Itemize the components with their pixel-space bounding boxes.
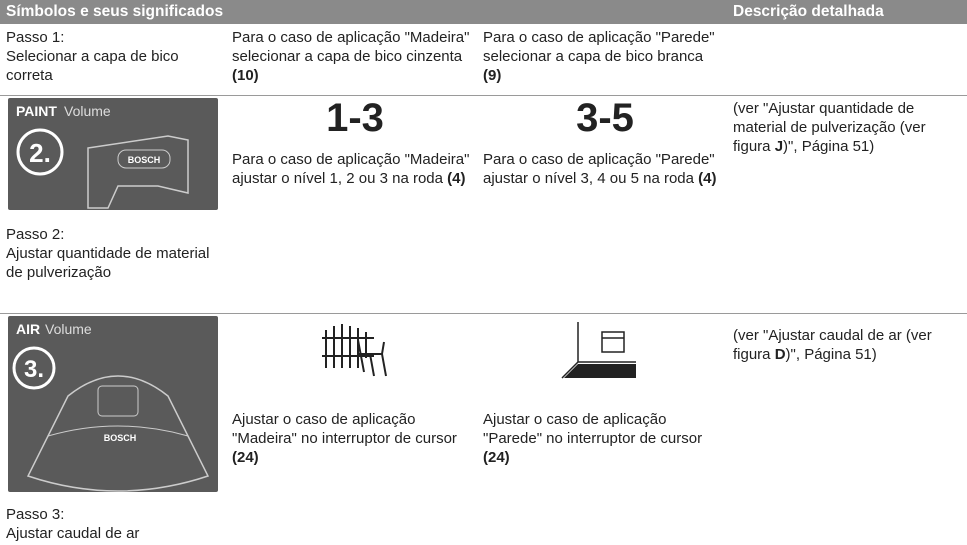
cell: Para o caso de aplicação "Parede" seleci… (483, 28, 718, 85)
step: Passo 1: Selecionar a capa de bico corret… (6, 28, 216, 85)
cell-text: Ajustar o caso de aplicação "Parede" no … (483, 411, 703, 447)
paint-volume-image: PAINT Volume 2. BOSCH (8, 98, 218, 210)
step-text: Ajustar quantidade de material de pulver… (6, 245, 210, 281)
air-volume-image: AIR Volume 3. BOSCH (8, 316, 218, 492)
step: Passo 2: Ajustar quantidade de material d… (6, 225, 216, 282)
table-header: Símbolos e seus significados Descrição d… (0, 0, 967, 24)
ref: (24) (483, 449, 510, 466)
step-label: Passo 2: (6, 226, 65, 243)
fence-chair-icon (322, 324, 387, 377)
logo: BOSCH (128, 155, 161, 165)
step-number: 3. (24, 356, 44, 383)
cell: Para o caso de aplicação "Madeira" ajust… (232, 150, 472, 188)
ref: (4) (698, 170, 717, 187)
step-label: Passo 1: (6, 29, 65, 46)
header-detail: Descrição detalhada (733, 3, 884, 20)
ref: (10) (232, 67, 259, 84)
logo: BOSCH (104, 433, 137, 443)
step-text: Ajustar caudal de ar (6, 525, 140, 542)
cell-text: Ajustar o caso de aplicação "Madeira" no… (232, 411, 457, 447)
detail: (ver "Ajustar quantidade de material de … (733, 99, 965, 156)
step-number: 2. (29, 138, 51, 168)
figure-ref: J (774, 138, 784, 155)
row-separator (0, 95, 967, 96)
ref: (9) (483, 67, 502, 84)
cell: Ajustar o caso de aplicação "Madeira" no… (232, 410, 472, 467)
cell-text: Para o caso de aplicação "Madeira" ajust… (232, 151, 470, 187)
word: Volume (64, 103, 111, 119)
cell: Para o caso de aplicação "Madeira" selec… (232, 28, 477, 85)
cell-text: Para o caso de aplicação "Madeira" selec… (232, 29, 470, 65)
illustration: AIR Volume 3. BOSCH (12, 321, 210, 492)
ref: (4) (447, 170, 466, 187)
detail-text: (ver "Ajustar quantidade de material de … (733, 100, 926, 155)
ref: (24) (232, 449, 259, 466)
brand: PAINT (16, 103, 57, 119)
level: 1-3 (326, 96, 384, 140)
step-text: Selecionar a capa de bico correta (6, 48, 179, 84)
level: 3-5 (576, 96, 634, 140)
room-icon (561, 322, 636, 379)
detail-text: )", Página 51) (783, 138, 875, 155)
brand: AIR (16, 321, 40, 337)
cell-text: Para o caso de aplicação "Parede" seleci… (483, 29, 715, 65)
header-title: Símbolos e seus significados (6, 3, 224, 20)
step-label: Passo 3: (6, 506, 65, 523)
detail: (ver "Ajustar caudal de ar (ver figura D… (733, 326, 965, 364)
illustration: PAINT Volume 2. BOSCH (16, 103, 189, 209)
figure-ref: D (774, 346, 786, 363)
cell: Para o caso de aplicação "Parede" ajusta… (483, 150, 723, 188)
row-separator (0, 313, 967, 314)
cell: Ajustar o caso de aplicação "Parede" no … (483, 410, 703, 467)
cell-text: Para o caso de aplicação "Parede" ajusta… (483, 151, 715, 187)
step: Passo 3: Ajustar caudal de ar (6, 505, 216, 543)
detail-text: (ver "Ajustar caudal de ar (ver figura (733, 327, 932, 363)
detail-text: )", Página 51) (785, 346, 877, 363)
word: Volume (45, 321, 92, 337)
